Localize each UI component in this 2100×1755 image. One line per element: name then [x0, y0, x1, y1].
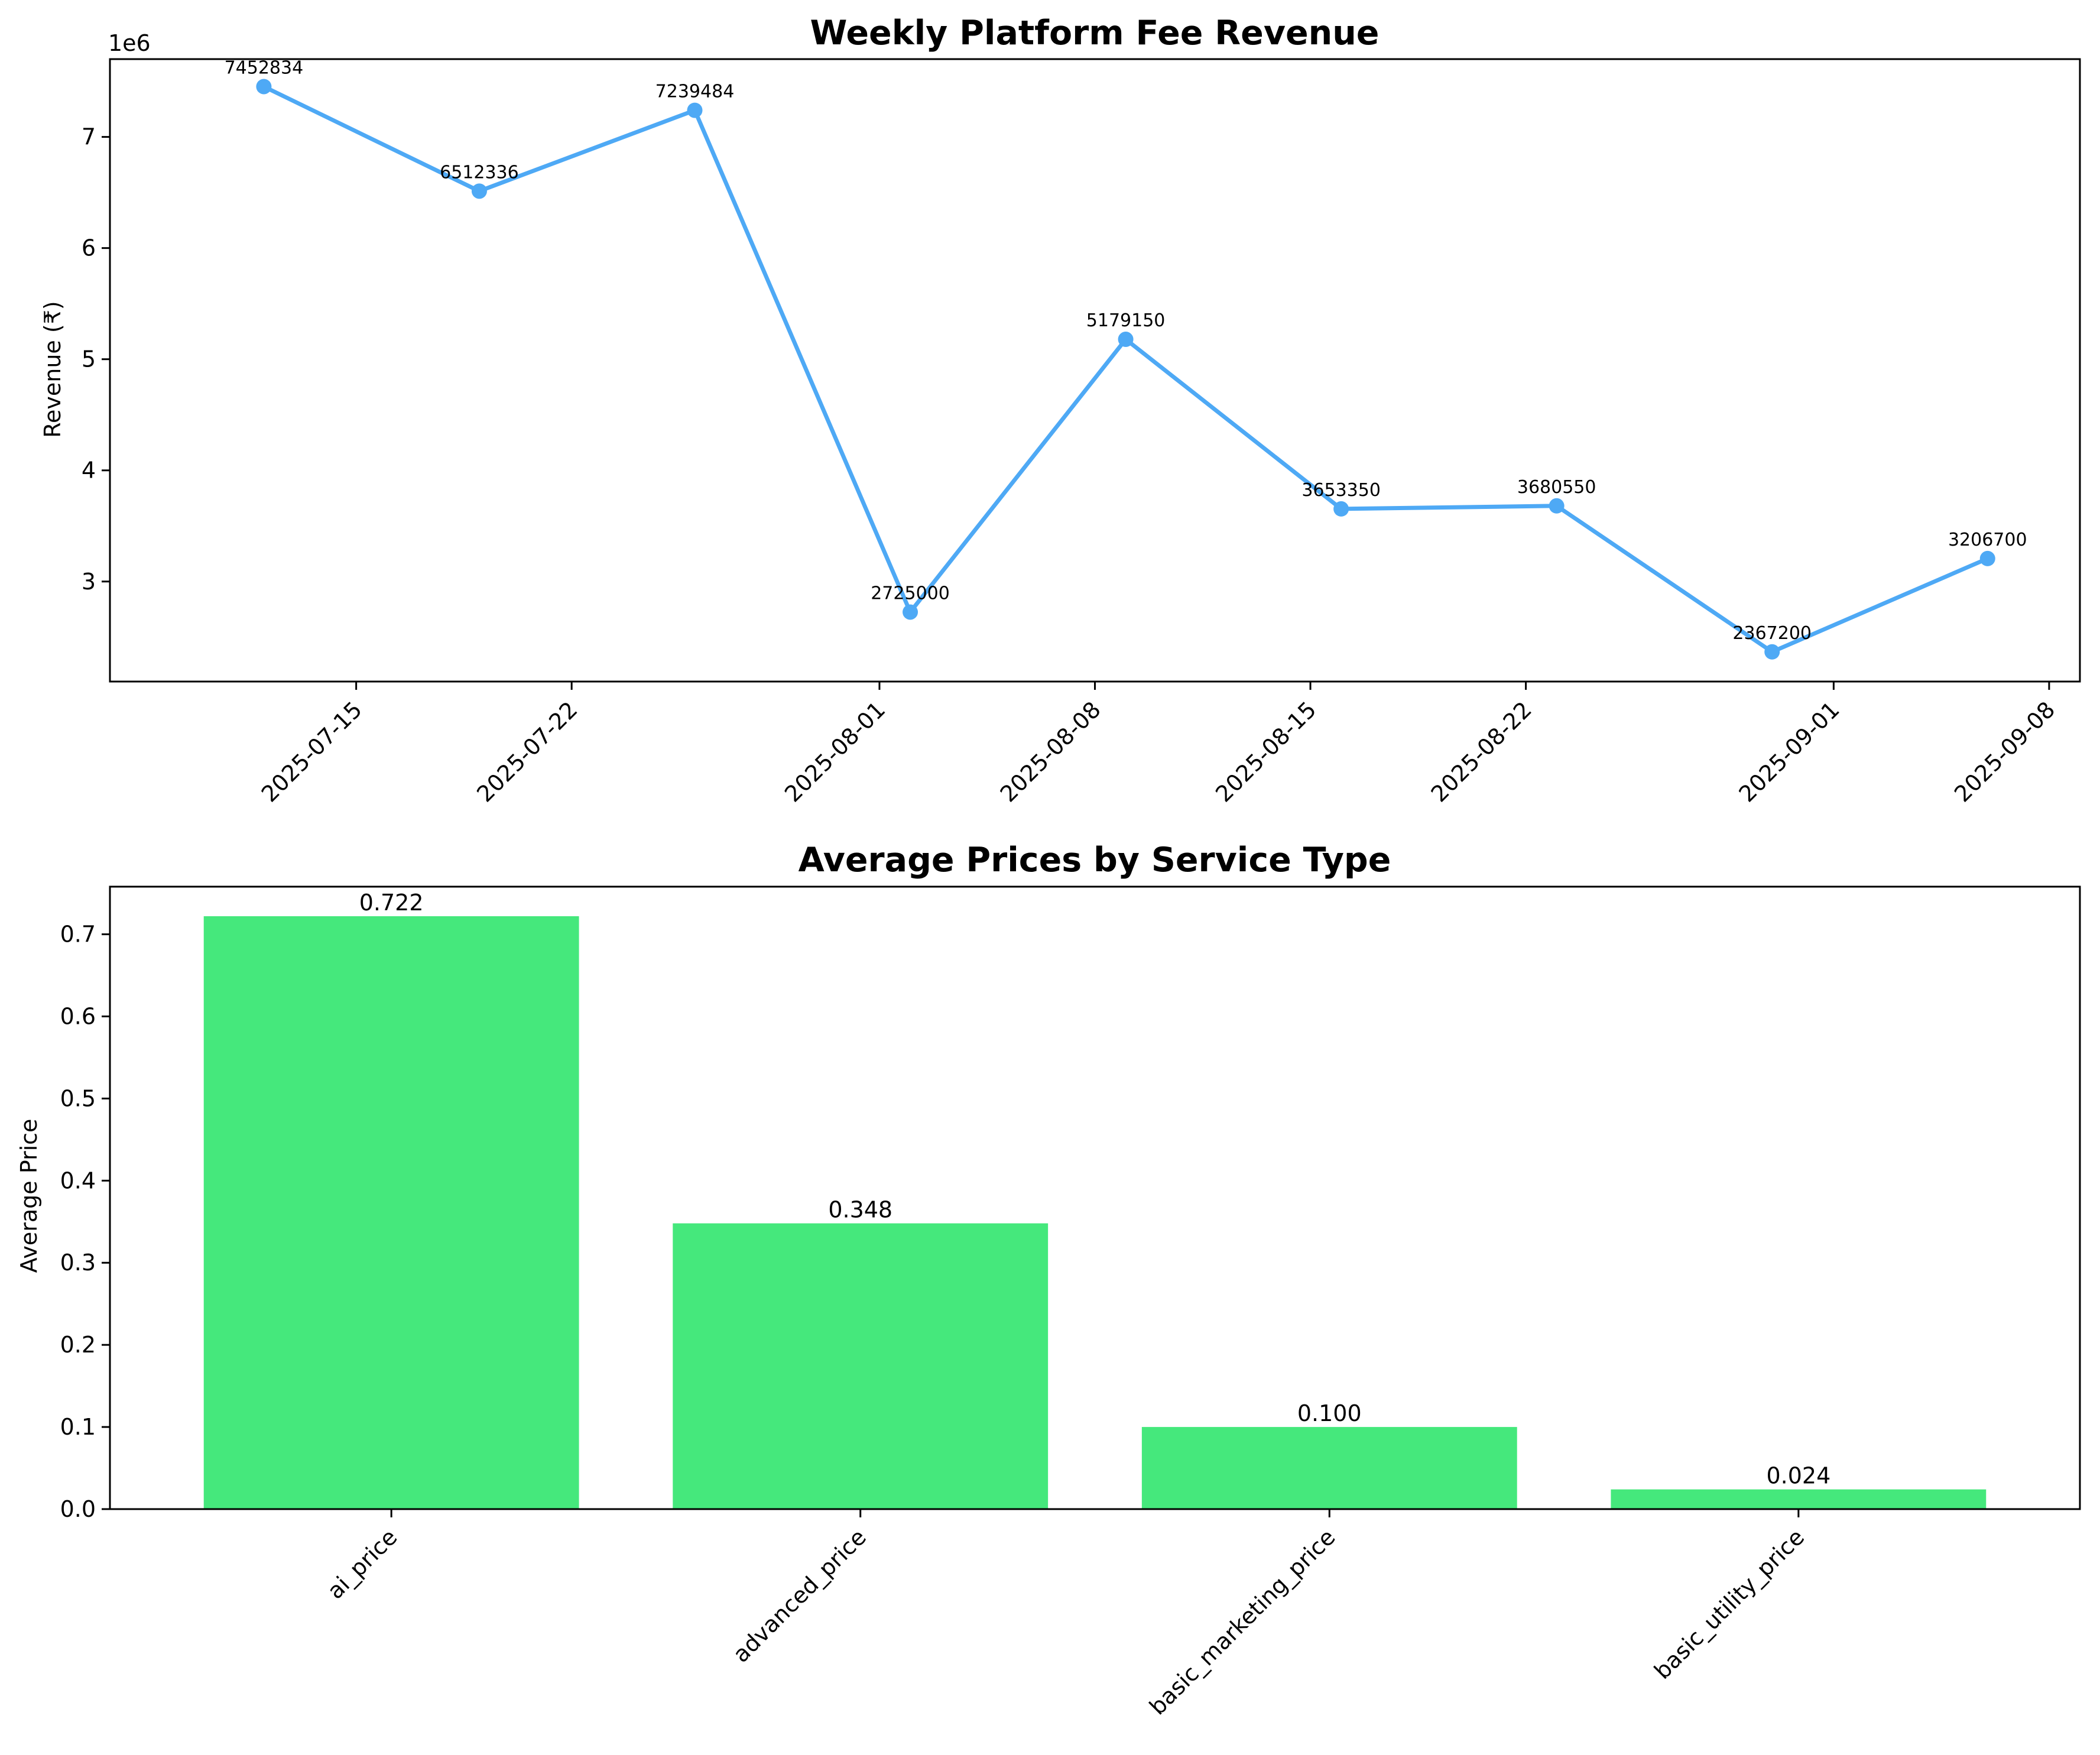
line-x-tick-label: 2025-08-22 [1426, 696, 1537, 807]
bar-chart-title: Average Prices by Service Type [799, 841, 1391, 880]
bar-y-tick-label: 0.5 [60, 1085, 96, 1111]
line-x-tick-label: 2025-09-01 [1734, 696, 1844, 807]
revenue-series: 7452834 6512336 7239484 2725000 5179150 36533… [225, 57, 2027, 660]
revenue-data-label: 3680550 [1517, 477, 1596, 498]
line-plot-area [109, 58, 2081, 683]
line-x-tick-label: 2025-09-08 [1949, 696, 2060, 807]
price-bar [1141, 1427, 1517, 1509]
price-bar [203, 916, 579, 1509]
price-data-label: 0.722 [359, 890, 424, 916]
line-x-tick-label: 2025-07-15 [257, 696, 367, 807]
bar-y-tick-label: 0.1 [60, 1414, 96, 1440]
bar-y-tick-label: 0.6 [60, 1003, 96, 1029]
bar-x-tick-label: ai_price [322, 1524, 402, 1604]
line-chart: Weekly Platform Fee Revenue 1e6 Revenue … [40, 14, 2081, 807]
revenue-point [1979, 550, 1995, 566]
price-bar [673, 1223, 1049, 1509]
line-y-tick-label: 3 [82, 569, 96, 595]
bar-chart: Average Prices by Service Type Average P… [16, 841, 2081, 1720]
revenue-data-label: 2725000 [871, 583, 950, 604]
price-bar [1611, 1489, 1987, 1509]
line-y-tick-label: 7 [82, 124, 96, 150]
line-x-tick-label: 2025-07-22 [472, 696, 582, 807]
bar-y-tick-label: 0.2 [60, 1332, 96, 1358]
line-x-tick-label: 2025-08-15 [1210, 696, 1321, 807]
revenue-point [903, 604, 918, 620]
bar-plot-area [109, 885, 2081, 1510]
revenue-data-label: 7239484 [655, 82, 735, 102]
bar-y-axis-label: Average Price [16, 1119, 42, 1273]
price-bars: 0.722 0.348 0.100 0.024 [203, 890, 1987, 1509]
revenue-point [1118, 332, 1134, 348]
revenue-point [1549, 498, 1565, 514]
bar-x-tick-label: advanced_price [728, 1524, 871, 1668]
line-ticks: 3 4 5 6 7 2025-07-15 2025-07-22 2025-08-01 2025-… [82, 124, 2060, 807]
revenue-line [262, 85, 1989, 654]
bar-x-tick-label: basic_utility_price [1649, 1524, 1809, 1684]
price-data-label: 0.348 [828, 1197, 892, 1223]
revenue-point [1333, 501, 1349, 517]
bar-y-tick-label: 0.0 [60, 1496, 96, 1522]
revenue-data-label: 3653350 [1301, 480, 1381, 501]
line-y-axis-label: Revenue (₹) [40, 301, 66, 437]
line-y-tick-label: 4 [82, 458, 96, 484]
line-y-tick-label: 6 [82, 235, 96, 261]
y-axis-offset-label: 1e6 [108, 30, 151, 56]
revenue-data-label: 7452834 [225, 57, 304, 78]
line-chart-title: Weekly Platform Fee Revenue [810, 14, 1380, 53]
revenue-data-label: 6512336 [440, 162, 519, 183]
revenue-point [471, 183, 487, 199]
price-data-label: 0.100 [1297, 1400, 1362, 1426]
bar-x-tick-label: basic_marketing_price [1144, 1524, 1341, 1720]
bar-y-tick-label: 0.3 [60, 1250, 96, 1276]
revenue-point [1764, 644, 1780, 660]
bar-y-tick-label: 0.7 [60, 922, 96, 948]
bar-y-tick-label: 0.4 [60, 1167, 96, 1193]
revenue-data-label: 5179150 [1086, 310, 1166, 331]
revenue-data-label: 3206700 [1948, 530, 2027, 550]
line-x-tick-label: 2025-08-08 [995, 696, 1106, 807]
revenue-point [687, 102, 703, 118]
line-y-tick-label: 5 [82, 346, 96, 372]
revenue-point [256, 79, 272, 95]
line-x-tick-label: 2025-08-01 [780, 696, 890, 807]
revenue-data-label: 2367200 [1732, 623, 1812, 644]
price-data-label: 0.024 [1766, 1463, 1830, 1489]
